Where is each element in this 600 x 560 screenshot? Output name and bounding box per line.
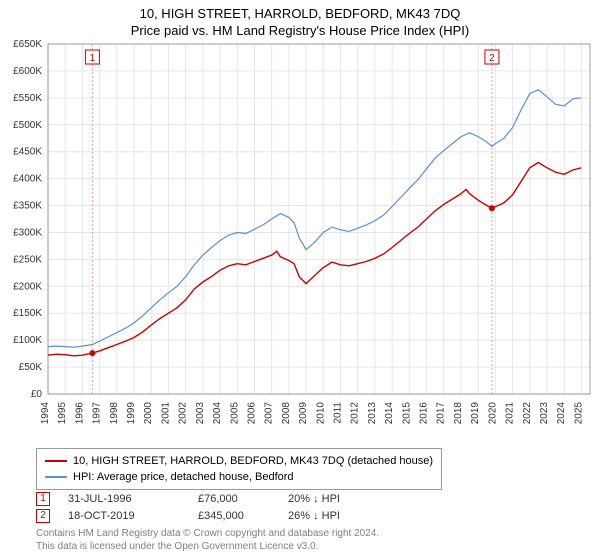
marker-row: 1 31-JUL-1996 £76,000 20% ↓ HPI <box>36 490 428 507</box>
line-chart: £0 £50K £100K £150K £200K £250K £300K £350K £400… <box>0 38 600 438</box>
svg-text:2017: 2017 <box>436 402 447 425</box>
svg-text:2004: 2004 <box>212 402 223 425</box>
legend-label: HPI: Average price, detached house, Bedf… <box>73 471 294 483</box>
svg-text:1995: 1995 <box>57 402 68 425</box>
svg-text:2000: 2000 <box>143 402 154 425</box>
svg-text:£250K: £250K <box>13 254 42 265</box>
svg-text:£500K: £500K <box>13 120 42 131</box>
svg-text:2015: 2015 <box>401 402 412 425</box>
title-sub: Price paid vs. HM Land Registry's House … <box>0 23 600 38</box>
svg-text:2020: 2020 <box>487 402 498 425</box>
attribution: Contains HM Land Registry data © Crown c… <box>36 528 379 553</box>
svg-text:2023: 2023 <box>539 402 550 425</box>
marker-badge-icon: 1 <box>36 492 50 506</box>
chart-container: 10, HIGH STREET, HARROLD, BEDFORD, MK43 … <box>0 0 600 560</box>
svg-text:2: 2 <box>489 53 495 64</box>
svg-text:£150K: £150K <box>13 308 42 319</box>
svg-text:2014: 2014 <box>384 402 395 425</box>
marker-badge-icon: 2 <box>36 509 50 523</box>
svg-text:2008: 2008 <box>281 402 292 425</box>
attribution-line: Contains HM Land Registry data © Crown c… <box>36 528 379 541</box>
legend-label: 10, HIGH STREET, HARROLD, BEDFORD, MK43 … <box>73 455 433 467</box>
title-main: 10, HIGH STREET, HARROLD, BEDFORD, MK43 … <box>0 6 600 21</box>
svg-text:£100K: £100K <box>13 335 42 346</box>
svg-text:2016: 2016 <box>419 402 430 425</box>
svg-text:2013: 2013 <box>367 402 378 425</box>
attribution-line: This data is licensed under the Open Gov… <box>36 541 379 554</box>
marker-date: 31-JUL-1996 <box>68 493 198 505</box>
svg-text:1: 1 <box>90 53 96 64</box>
svg-text:2012: 2012 <box>350 402 361 425</box>
svg-text:£400K: £400K <box>13 174 42 185</box>
svg-text:2010: 2010 <box>315 402 326 425</box>
svg-text:£650K: £650K <box>13 39 42 50</box>
svg-text:£50K: £50K <box>19 362 43 373</box>
legend-row-hpi: HPI: Average price, detached house, Bedf… <box>45 469 433 485</box>
marker-price: £76,000 <box>198 493 288 505</box>
svg-text:1998: 1998 <box>109 402 120 425</box>
marker-price: £345,000 <box>198 510 288 522</box>
svg-text:2021: 2021 <box>505 402 516 425</box>
svg-text:1999: 1999 <box>126 402 137 425</box>
svg-text:2007: 2007 <box>264 402 275 425</box>
legend: 10, HIGH STREET, HARROLD, BEDFORD, MK43 … <box>36 448 442 490</box>
legend-swatch-icon <box>45 460 67 462</box>
svg-text:2025: 2025 <box>573 402 584 425</box>
svg-text:2018: 2018 <box>453 402 464 425</box>
svg-text:2005: 2005 <box>229 402 240 425</box>
marker-table: 1 31-JUL-1996 £76,000 20% ↓ HPI 2 18-OCT… <box>36 490 428 524</box>
legend-row-price-paid: 10, HIGH STREET, HARROLD, BEDFORD, MK43 … <box>45 453 433 469</box>
svg-text:£350K: £350K <box>13 201 42 212</box>
svg-text:2002: 2002 <box>178 402 189 425</box>
marker-diff: 20% ↓ HPI <box>288 493 428 505</box>
svg-text:£550K: £550K <box>13 93 42 104</box>
marker-diff: 26% ↓ HPI <box>288 510 428 522</box>
svg-text:2011: 2011 <box>333 402 344 424</box>
svg-text:£0: £0 <box>31 389 43 400</box>
svg-text:2006: 2006 <box>246 402 257 425</box>
svg-text:£450K: £450K <box>13 147 42 158</box>
svg-text:2022: 2022 <box>522 402 533 425</box>
svg-text:2019: 2019 <box>470 402 481 425</box>
svg-text:2024: 2024 <box>556 402 567 425</box>
svg-text:2003: 2003 <box>195 402 206 425</box>
svg-text:2001: 2001 <box>160 402 171 425</box>
legend-swatch-icon <box>45 476 67 478</box>
svg-text:£200K: £200K <box>13 281 42 292</box>
svg-text:1996: 1996 <box>74 402 85 425</box>
svg-text:£300K: £300K <box>13 227 42 238</box>
marker-row: 2 18-OCT-2019 £345,000 26% ↓ HPI <box>36 507 428 524</box>
svg-text:1997: 1997 <box>92 402 103 425</box>
svg-text:1994: 1994 <box>40 402 51 425</box>
title-block: 10, HIGH STREET, HARROLD, BEDFORD, MK43 … <box>0 0 600 38</box>
marker-date: 18-OCT-2019 <box>68 510 198 522</box>
svg-text:£600K: £600K <box>13 66 42 77</box>
svg-text:2009: 2009 <box>298 402 309 425</box>
